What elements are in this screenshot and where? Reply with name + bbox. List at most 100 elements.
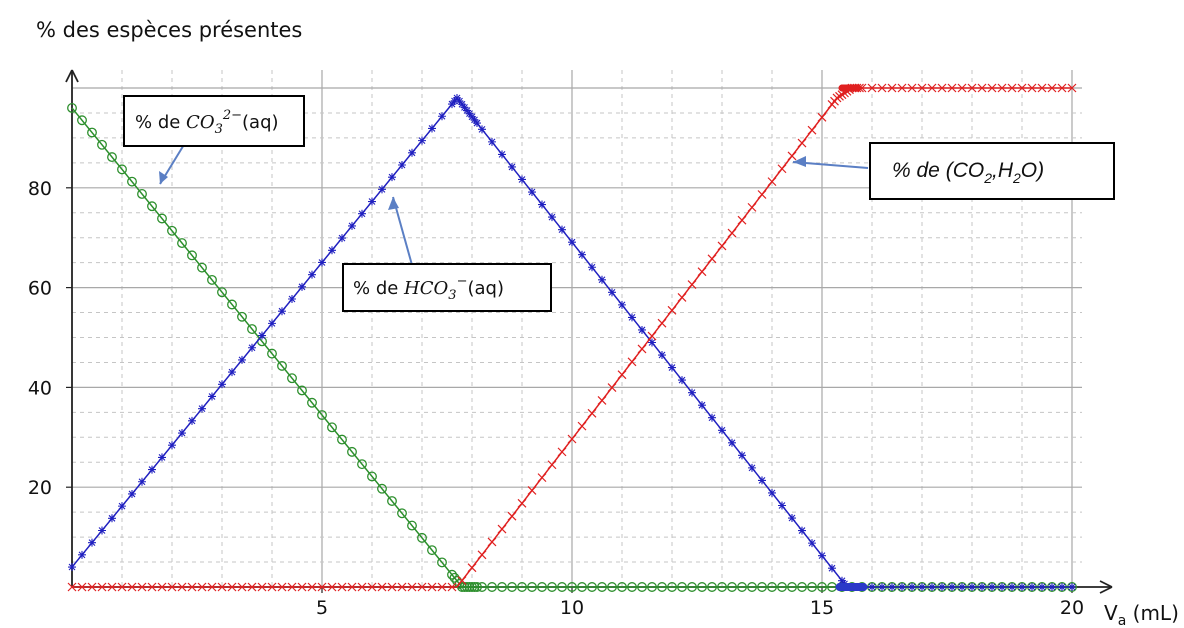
star-marker xyxy=(488,137,496,146)
circle-marker xyxy=(777,582,787,592)
x-marker xyxy=(487,537,497,547)
star-marker xyxy=(278,307,286,316)
x-marker xyxy=(447,582,457,592)
star-marker xyxy=(398,160,406,169)
circle-marker xyxy=(667,582,677,592)
star-marker xyxy=(638,325,646,334)
star-marker xyxy=(68,563,76,572)
hco3-subscript: 3 xyxy=(448,288,456,303)
x-marker xyxy=(957,83,967,93)
hco3-superscript: − xyxy=(457,274,468,289)
x-marker xyxy=(407,582,417,592)
star-marker xyxy=(288,295,296,304)
x-marker xyxy=(767,177,777,187)
x-marker xyxy=(207,582,217,592)
x-marker xyxy=(377,582,387,592)
circle-marker xyxy=(327,422,337,433)
star-marker xyxy=(568,238,576,247)
circle-marker xyxy=(607,582,617,592)
co3-label: % de CO32−(aq) xyxy=(123,95,305,147)
circle-marker xyxy=(97,139,107,150)
star-marker xyxy=(528,188,536,197)
circle-marker xyxy=(347,446,357,457)
x-marker xyxy=(637,344,647,354)
circle-marker xyxy=(447,569,457,580)
circle-marker xyxy=(747,582,757,592)
x-marker xyxy=(747,202,757,212)
hco3-pointer-arrowhead xyxy=(388,197,399,210)
x-marker xyxy=(267,582,277,592)
x-marker xyxy=(507,511,517,521)
circle-marker xyxy=(437,557,447,568)
star-marker xyxy=(718,426,726,435)
x-marker xyxy=(277,582,287,592)
x-marker xyxy=(167,582,177,592)
circle-marker xyxy=(467,582,477,592)
star-marker xyxy=(388,173,396,182)
star-marker xyxy=(898,583,906,591)
x-marker xyxy=(187,582,197,592)
circle-marker xyxy=(637,582,647,592)
circle-marker xyxy=(157,213,167,224)
x-marker xyxy=(77,582,87,592)
circle-marker xyxy=(137,188,147,199)
overlap-marker xyxy=(853,84,861,92)
star-marker xyxy=(998,583,1006,591)
x-marker xyxy=(537,473,547,483)
x-marker xyxy=(367,582,377,592)
star-marker xyxy=(1058,583,1066,591)
x-marker xyxy=(1047,83,1057,93)
star-marker xyxy=(618,300,626,309)
x-marker xyxy=(467,563,477,573)
circle-marker xyxy=(627,582,637,592)
x-marker xyxy=(237,582,247,592)
co3-prefix: % de xyxy=(135,112,186,133)
y-tick-label: 60 xyxy=(28,278,52,300)
x-axis-main: V xyxy=(1104,601,1118,625)
chart-title: % des espèces présentes xyxy=(36,18,303,42)
x-marker xyxy=(787,151,797,161)
hco3-label-box xyxy=(342,263,552,312)
star-marker xyxy=(298,282,306,291)
x-tick-label: 20 xyxy=(1060,597,1084,619)
star-marker xyxy=(88,538,96,547)
star-marker xyxy=(818,551,826,560)
circle-marker xyxy=(277,360,287,371)
x-marker xyxy=(1017,83,1027,93)
x-marker xyxy=(327,582,337,592)
x-marker xyxy=(217,582,227,592)
circle-marker xyxy=(717,582,727,592)
x-marker xyxy=(667,305,677,315)
x-marker xyxy=(687,280,697,290)
x-marker xyxy=(337,582,347,592)
co3-label-box xyxy=(123,95,305,147)
x-marker xyxy=(1027,83,1037,93)
circle-marker xyxy=(217,287,227,298)
x-axis-unit: (mL) xyxy=(1126,601,1179,625)
circle-marker xyxy=(147,201,157,212)
circle-marker xyxy=(197,262,207,273)
star-marker xyxy=(438,112,446,121)
star-marker xyxy=(578,250,586,259)
co3-superscript: 2− xyxy=(222,108,242,123)
x-marker xyxy=(917,83,927,93)
circle-marker xyxy=(267,348,277,359)
x-marker xyxy=(647,331,657,341)
star-marker xyxy=(188,416,196,425)
x-marker xyxy=(577,421,587,431)
star-marker xyxy=(648,338,656,347)
co2-label-box xyxy=(869,142,1115,200)
x-marker xyxy=(397,582,407,592)
star-marker xyxy=(348,221,356,230)
x-marker xyxy=(427,582,437,592)
x-marker xyxy=(317,582,327,592)
x-marker xyxy=(257,582,267,592)
circle-marker xyxy=(297,385,307,396)
x-marker xyxy=(617,370,627,380)
x-marker xyxy=(887,83,897,93)
star-marker xyxy=(318,258,326,267)
circle-marker xyxy=(77,115,87,126)
x-marker xyxy=(597,395,607,405)
star-marker xyxy=(178,429,186,438)
